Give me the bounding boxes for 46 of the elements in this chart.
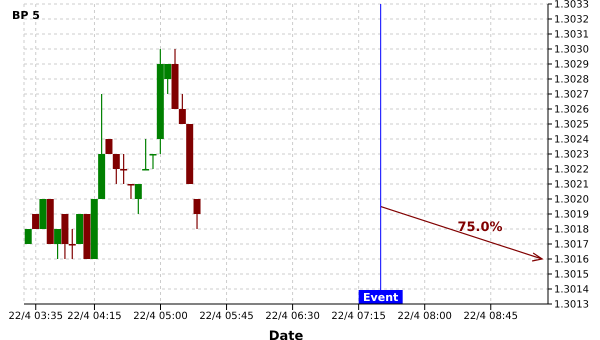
candlestick [105, 139, 112, 154]
candlestick [112, 153, 120, 185]
y-tick-label: 1.3026 [554, 104, 589, 116]
y-tick-label: 1.3032 [554, 14, 589, 26]
y-tick-label: 1.3031 [554, 30, 589, 41]
candlestick [54, 228, 62, 260]
x-axis-title: Date [268, 329, 304, 340]
x-tick-label: 22/4 05:45 [199, 311, 254, 322]
candlestick [120, 153, 128, 185]
y-tick-label: 1.3029 [554, 60, 589, 71]
x-tick-label: 22/4 08:45 [464, 311, 518, 322]
y-tick-label: 1.3017 [554, 240, 589, 251]
candlestick [194, 198, 201, 230]
y-tick-label: 1.3028 [554, 74, 589, 86]
y-tick-label: 1.3016 [554, 254, 589, 266]
x-tick-label: 22/4 07:15 [331, 311, 386, 322]
candlestick [24, 229, 32, 244]
y-tick-label: 1.3023 [554, 150, 589, 161]
candlestick [142, 138, 150, 170]
text: BP 5 [12, 9, 40, 22]
candlestick [149, 153, 156, 170]
y-tick-label: 1.3013 [554, 300, 589, 311]
candlestick [178, 93, 186, 125]
y-tick-label: 1.3024 [554, 134, 589, 146]
candlestick [32, 214, 40, 229]
y-tick-label: 1.3030 [554, 44, 589, 56]
x-tick-label: 22/4 04:15 [67, 311, 122, 322]
y-tick-label: 1.3021 [554, 180, 589, 191]
x-tick-label: 22/4 08:00 [397, 311, 452, 322]
x-tick-label: 22/4 06:30 [265, 311, 320, 322]
candlestick [127, 183, 134, 200]
y-tick-label: 1.3020 [554, 194, 589, 206]
candlestick [134, 183, 142, 215]
ref-line-label: Event [363, 291, 398, 304]
x-tick-label: 22/4 05:00 [133, 311, 188, 322]
y-tick-label: 1.3019 [554, 210, 589, 221]
y-tick-label: 1.3018 [554, 224, 589, 236]
y-tick-label: 1.3027 [554, 90, 589, 101]
y-tick-label: 1.3015 [554, 270, 589, 281]
y-tick-label: 1.3025 [554, 120, 589, 131]
annotation: 75.0% [457, 220, 503, 235]
y-tick-label: 1.3014 [554, 284, 589, 296]
x-tick-label: 22/4 03:35 [8, 311, 63, 322]
y-tick-label: 1.3022 [554, 164, 589, 176]
y-tick-label: 1.3033 [554, 0, 589, 11]
candlestick [68, 228, 76, 260]
